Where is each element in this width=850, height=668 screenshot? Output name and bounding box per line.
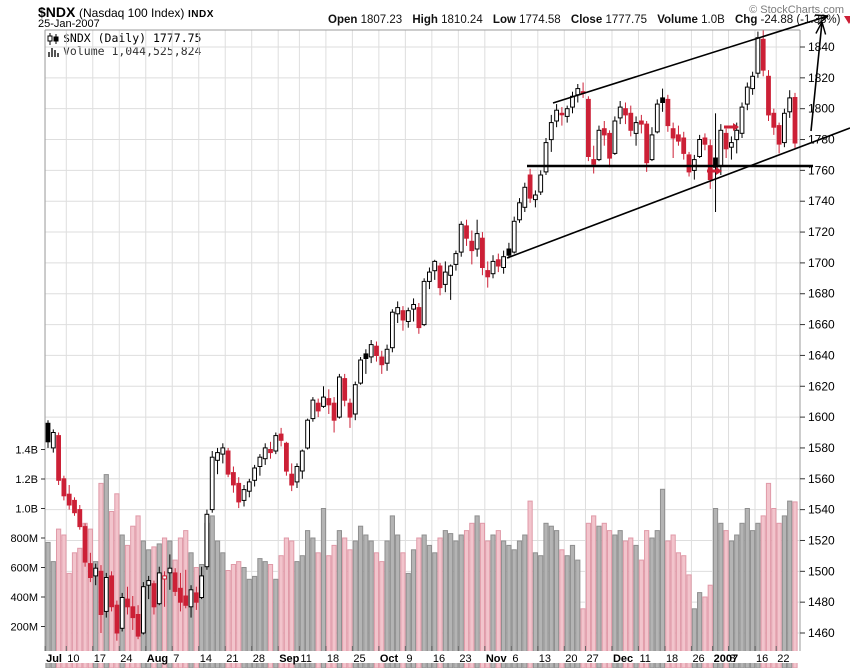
svg-text:25: 25 bbox=[353, 653, 365, 665]
high-label: High bbox=[412, 14, 438, 26]
close-label: Close bbox=[570, 14, 603, 26]
svg-text:20: 20 bbox=[565, 653, 577, 665]
svg-text:1660: 1660 bbox=[808, 318, 835, 332]
svg-text:24: 24 bbox=[120, 653, 132, 665]
chg-down-arrow-icon bbox=[844, 15, 850, 24]
svg-text:Dec: Dec bbox=[613, 653, 633, 665]
svg-text:10: 10 bbox=[67, 653, 79, 665]
svg-text:Oct: Oct bbox=[380, 653, 399, 665]
svg-text:16: 16 bbox=[756, 653, 768, 665]
svg-text:1800: 1800 bbox=[808, 102, 835, 116]
svg-text:26: 26 bbox=[692, 653, 704, 665]
svg-text:8: 8 bbox=[730, 653, 736, 665]
svg-text:11: 11 bbox=[300, 653, 311, 665]
svg-text:18: 18 bbox=[327, 653, 339, 665]
open-value: 1807.23 bbox=[360, 14, 403, 26]
svg-text:Jul: Jul bbox=[46, 653, 62, 665]
ticker-symbol: $NDX bbox=[38, 4, 76, 20]
high-value: 1810.24 bbox=[441, 14, 483, 26]
svg-text:2007: 2007 bbox=[714, 653, 738, 665]
svg-text:23: 23 bbox=[459, 653, 471, 665]
svg-text:1840: 1840 bbox=[808, 40, 835, 54]
svg-text:1460: 1460 bbox=[808, 626, 835, 640]
svg-text:21: 21 bbox=[226, 653, 238, 665]
svg-text:1760: 1760 bbox=[808, 163, 835, 177]
volume-label: Volume bbox=[657, 14, 698, 26]
chart-title: $NDX (Nasdaq 100 Index) INDX bbox=[38, 4, 214, 20]
svg-text:1500: 1500 bbox=[808, 564, 835, 578]
svg-text:1640: 1640 bbox=[808, 348, 835, 362]
svg-text:600M: 600M bbox=[10, 563, 38, 575]
svg-text:800M: 800M bbox=[10, 533, 38, 545]
svg-text:1560: 1560 bbox=[808, 472, 835, 486]
svg-text:1480: 1480 bbox=[808, 595, 835, 609]
svg-text:1520: 1520 bbox=[808, 533, 835, 547]
svg-text:9: 9 bbox=[406, 653, 412, 665]
svg-text:28: 28 bbox=[253, 653, 265, 665]
svg-text:1680: 1680 bbox=[808, 287, 835, 301]
svg-text:1740: 1740 bbox=[808, 194, 835, 208]
svg-text:16: 16 bbox=[433, 653, 445, 665]
chart-date: 25-Jan-2007 bbox=[38, 18, 100, 30]
legend-volume-label: Volume 1,044,525,824 bbox=[63, 44, 202, 58]
svg-text:22: 22 bbox=[777, 653, 789, 665]
copyright-notice: © StockCharts.com bbox=[749, 4, 844, 16]
low-label: Low bbox=[492, 14, 516, 26]
svg-text:1540: 1540 bbox=[808, 503, 835, 517]
svg-text:Sep: Sep bbox=[279, 653, 299, 665]
svg-text:17: 17 bbox=[94, 653, 106, 665]
candlestick-icon bbox=[47, 32, 59, 45]
svg-text:1620: 1620 bbox=[808, 379, 835, 393]
svg-text:13: 13 bbox=[539, 653, 551, 665]
svg-text:1600: 1600 bbox=[808, 410, 835, 424]
svg-text:Nov: Nov bbox=[486, 653, 508, 665]
svg-text:11: 11 bbox=[639, 653, 650, 665]
svg-text:400M: 400M bbox=[10, 592, 38, 604]
svg-text:1580: 1580 bbox=[808, 441, 835, 455]
svg-text:200M: 200M bbox=[10, 622, 38, 634]
svg-text:1.2B: 1.2B bbox=[15, 474, 38, 486]
volume-value: 1.0B bbox=[701, 14, 725, 26]
svg-text:18: 18 bbox=[666, 653, 678, 665]
volume-histogram-icon bbox=[48, 48, 59, 57]
svg-text:1720: 1720 bbox=[808, 225, 835, 239]
close-value: 1777.75 bbox=[605, 14, 648, 26]
svg-text:1.4B: 1.4B bbox=[15, 445, 38, 457]
svg-text:14: 14 bbox=[200, 653, 212, 665]
svg-text:1820: 1820 bbox=[808, 71, 835, 85]
exchange-label: INDX bbox=[188, 9, 214, 20]
index-name: (Nasdaq 100 Index) bbox=[78, 6, 185, 20]
legend-series-label: $NDX (Daily) 1777.75 bbox=[63, 31, 202, 45]
svg-text:1.0B: 1.0B bbox=[15, 504, 38, 516]
chart-legend: $NDX (Daily) 1777.75 Volume 1,044,525,82… bbox=[47, 32, 201, 58]
open-label: Open bbox=[328, 14, 358, 26]
low-value: 1774.58 bbox=[519, 14, 561, 26]
svg-text:1700: 1700 bbox=[808, 256, 835, 270]
svg-text:27: 27 bbox=[586, 653, 598, 665]
svg-text:6: 6 bbox=[512, 653, 518, 665]
svg-text:Aug: Aug bbox=[147, 653, 168, 665]
svg-text:1780: 1780 bbox=[808, 133, 835, 147]
svg-text:7: 7 bbox=[173, 653, 179, 665]
